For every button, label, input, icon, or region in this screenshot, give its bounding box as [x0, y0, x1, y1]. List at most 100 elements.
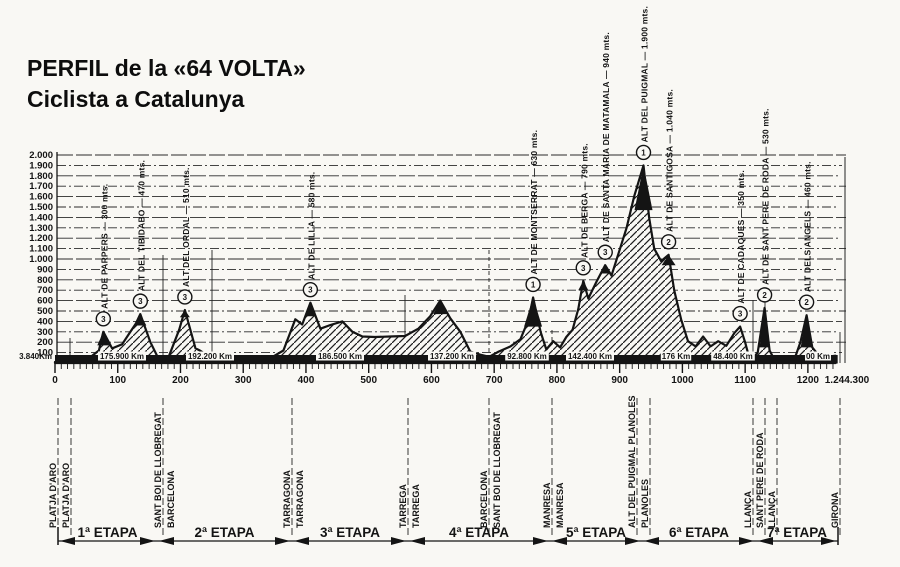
- climb-label: ALT DE PARPERS — 300 mts.: [99, 184, 109, 309]
- elevation-profile: [53, 164, 838, 365]
- category-number: 1: [531, 280, 536, 289]
- station-name: TARRAGONA: [295, 470, 305, 528]
- x-axis-tick-label: 500: [360, 375, 377, 386]
- category-circle: [756, 287, 773, 303]
- stage-arrow-right: [533, 537, 548, 545]
- stage-arrow-right: [739, 537, 754, 545]
- x-axis-tick-label: 200: [172, 375, 189, 386]
- category-circle: [732, 305, 748, 322]
- peak-black-tip: [600, 265, 611, 274]
- y-axis-tick-label: 2.000: [29, 150, 53, 161]
- distance-label-bg: [186, 351, 234, 361]
- category-circle: [660, 234, 677, 250]
- category-number: 3: [738, 310, 743, 319]
- x-axis-tick-label: 300: [235, 375, 252, 386]
- climb-label: ALT DE SANTIGOSA — 1.040 mts.: [665, 89, 675, 232]
- category-number: 3: [581, 264, 586, 273]
- x-axis-tick-label: 1200: [797, 375, 820, 386]
- stage-arrow-left: [644, 537, 659, 545]
- y-axis-tick-label: 1.700: [29, 181, 53, 192]
- distance-label-bg: [505, 351, 549, 361]
- station-name: BARCELONA: [479, 470, 489, 528]
- stage-distance-label: 175.900 Km: [100, 352, 144, 361]
- climb-annotations: 3 ALT DE PARPERS — 300 mts. 3 ALT DEL TIBID…: [95, 6, 815, 327]
- y-axis-tick-label: 1.400: [29, 212, 53, 223]
- distance-label-bg: [566, 351, 614, 361]
- stage-arrow-left: [758, 537, 773, 545]
- peak-black-tip: [661, 254, 676, 266]
- stage-distance-label: 176 Km: [662, 352, 690, 361]
- climb-label: ALT DE MONTSERRAT — 630 mts.: [529, 130, 539, 275]
- etapa-label: 2ª ETAPA: [194, 525, 254, 540]
- category-number: 2: [804, 298, 809, 307]
- y-axis-tick-label: 900: [37, 264, 53, 275]
- y-axis-tick-label: 400: [37, 316, 53, 327]
- peak-black-tip: [759, 307, 770, 348]
- etapa-label: 4ª ETAPA: [449, 525, 509, 540]
- station-name: SANT PERE DE RODA: [755, 432, 765, 528]
- stage-arrow-left: [552, 537, 567, 545]
- station-name: LLANÇA: [743, 491, 753, 528]
- y-axis-tick-label: 1.800: [29, 171, 53, 182]
- category-number: 3: [183, 293, 188, 302]
- y-axis-tick-label: 1.500: [29, 202, 53, 213]
- elevation-gridlines: 2.0001.9001.8001.7001.6001.5001.4001.300…: [19, 150, 846, 363]
- y-axis-tick-label: 1.200: [29, 233, 53, 244]
- station-name: SANT BOI DE LLOBREGAT: [153, 412, 163, 528]
- climb-label: ALT DEL ORDAL — 510 mts.: [181, 167, 191, 287]
- x-axis-ruler: 0 100 200 300 400 500 600 700 800 900 1000 1100 1200…: [52, 364, 870, 386]
- profile-polygon: [53, 164, 837, 365]
- x-axis-tick-label: 800: [549, 375, 566, 386]
- stage-distance-label: 137.200 Km: [430, 352, 474, 361]
- climb-label: ALT DE LILLA — 580 mts.: [306, 172, 316, 280]
- station-name: TARRAGONA: [282, 470, 292, 528]
- category-number: 3: [308, 286, 313, 295]
- peak-black-tip: [134, 314, 147, 326]
- x-axis-tick-label: 600: [423, 375, 440, 386]
- peak-black-tip: [800, 315, 813, 348]
- category-circle: [597, 244, 613, 260]
- climb-label: ALT DEL TIBIDABO — 470 mts.: [136, 160, 146, 291]
- x-axis-tick-label: 0: [52, 375, 58, 386]
- category-number: 3: [101, 315, 106, 324]
- station-name: PLATJA D'ARO: [48, 463, 58, 528]
- distance-label-bg: [428, 351, 476, 361]
- category-number: 2: [762, 291, 767, 300]
- y-axis-tick-label: 300: [37, 327, 53, 338]
- etapa-label: 1ª ETAPA: [77, 525, 137, 540]
- y-axis-tick-label: 500: [37, 306, 53, 317]
- etapa-label: 3ª ETAPA: [320, 525, 380, 540]
- x-axis-tick-label: 100: [109, 375, 126, 386]
- distance-label-bg: [805, 351, 831, 361]
- stage-arrow-right: [140, 537, 155, 545]
- y-axis-tick-label: 1.600: [29, 192, 53, 203]
- distance-label-bg: [711, 351, 755, 361]
- peak-black-tip: [97, 331, 110, 346]
- x-axis-end-label: 1.244.300: [825, 375, 870, 386]
- etapa-label: 7ª ETAPA: [767, 525, 827, 540]
- station-name: SANT BOI DE LLOBREGAT: [492, 412, 502, 528]
- page-title-line1: PERFIL de la «64 VOLTA»: [27, 55, 306, 81]
- peak-black-tip: [433, 300, 448, 315]
- distance-label-bg: [316, 351, 364, 361]
- category-number: 1: [641, 148, 646, 157]
- climb-label: ALT DE SANT PERE DE RODA — 530 mts.: [761, 108, 771, 285]
- distance-label-bg: [660, 351, 692, 361]
- stage-arrow-left: [60, 537, 75, 545]
- category-circle: [302, 281, 319, 298]
- climb-label: ALT DE CADAQUES — 350 mts.: [736, 170, 746, 304]
- climb-label: ALT DELS ANGELS — 460 mts.: [803, 161, 813, 292]
- station-name: MANRESA: [555, 482, 565, 528]
- etapa-label: 6ª ETAPA: [669, 525, 729, 540]
- stage-arrow-right: [821, 537, 836, 545]
- x-axis-tick-label: 700: [486, 375, 503, 386]
- stage-distance-label: 142.400 Km: [568, 352, 612, 361]
- y-axis-tick-label: 200: [37, 337, 53, 348]
- peak-black-tip: [524, 297, 543, 327]
- station-name: MANRESA: [542, 482, 552, 528]
- station-name: PLATJA D'ARO: [61, 463, 71, 528]
- station-name: BARCELONA: [166, 470, 176, 528]
- stage-arrow-left: [410, 537, 425, 545]
- category-circle: [132, 293, 149, 309]
